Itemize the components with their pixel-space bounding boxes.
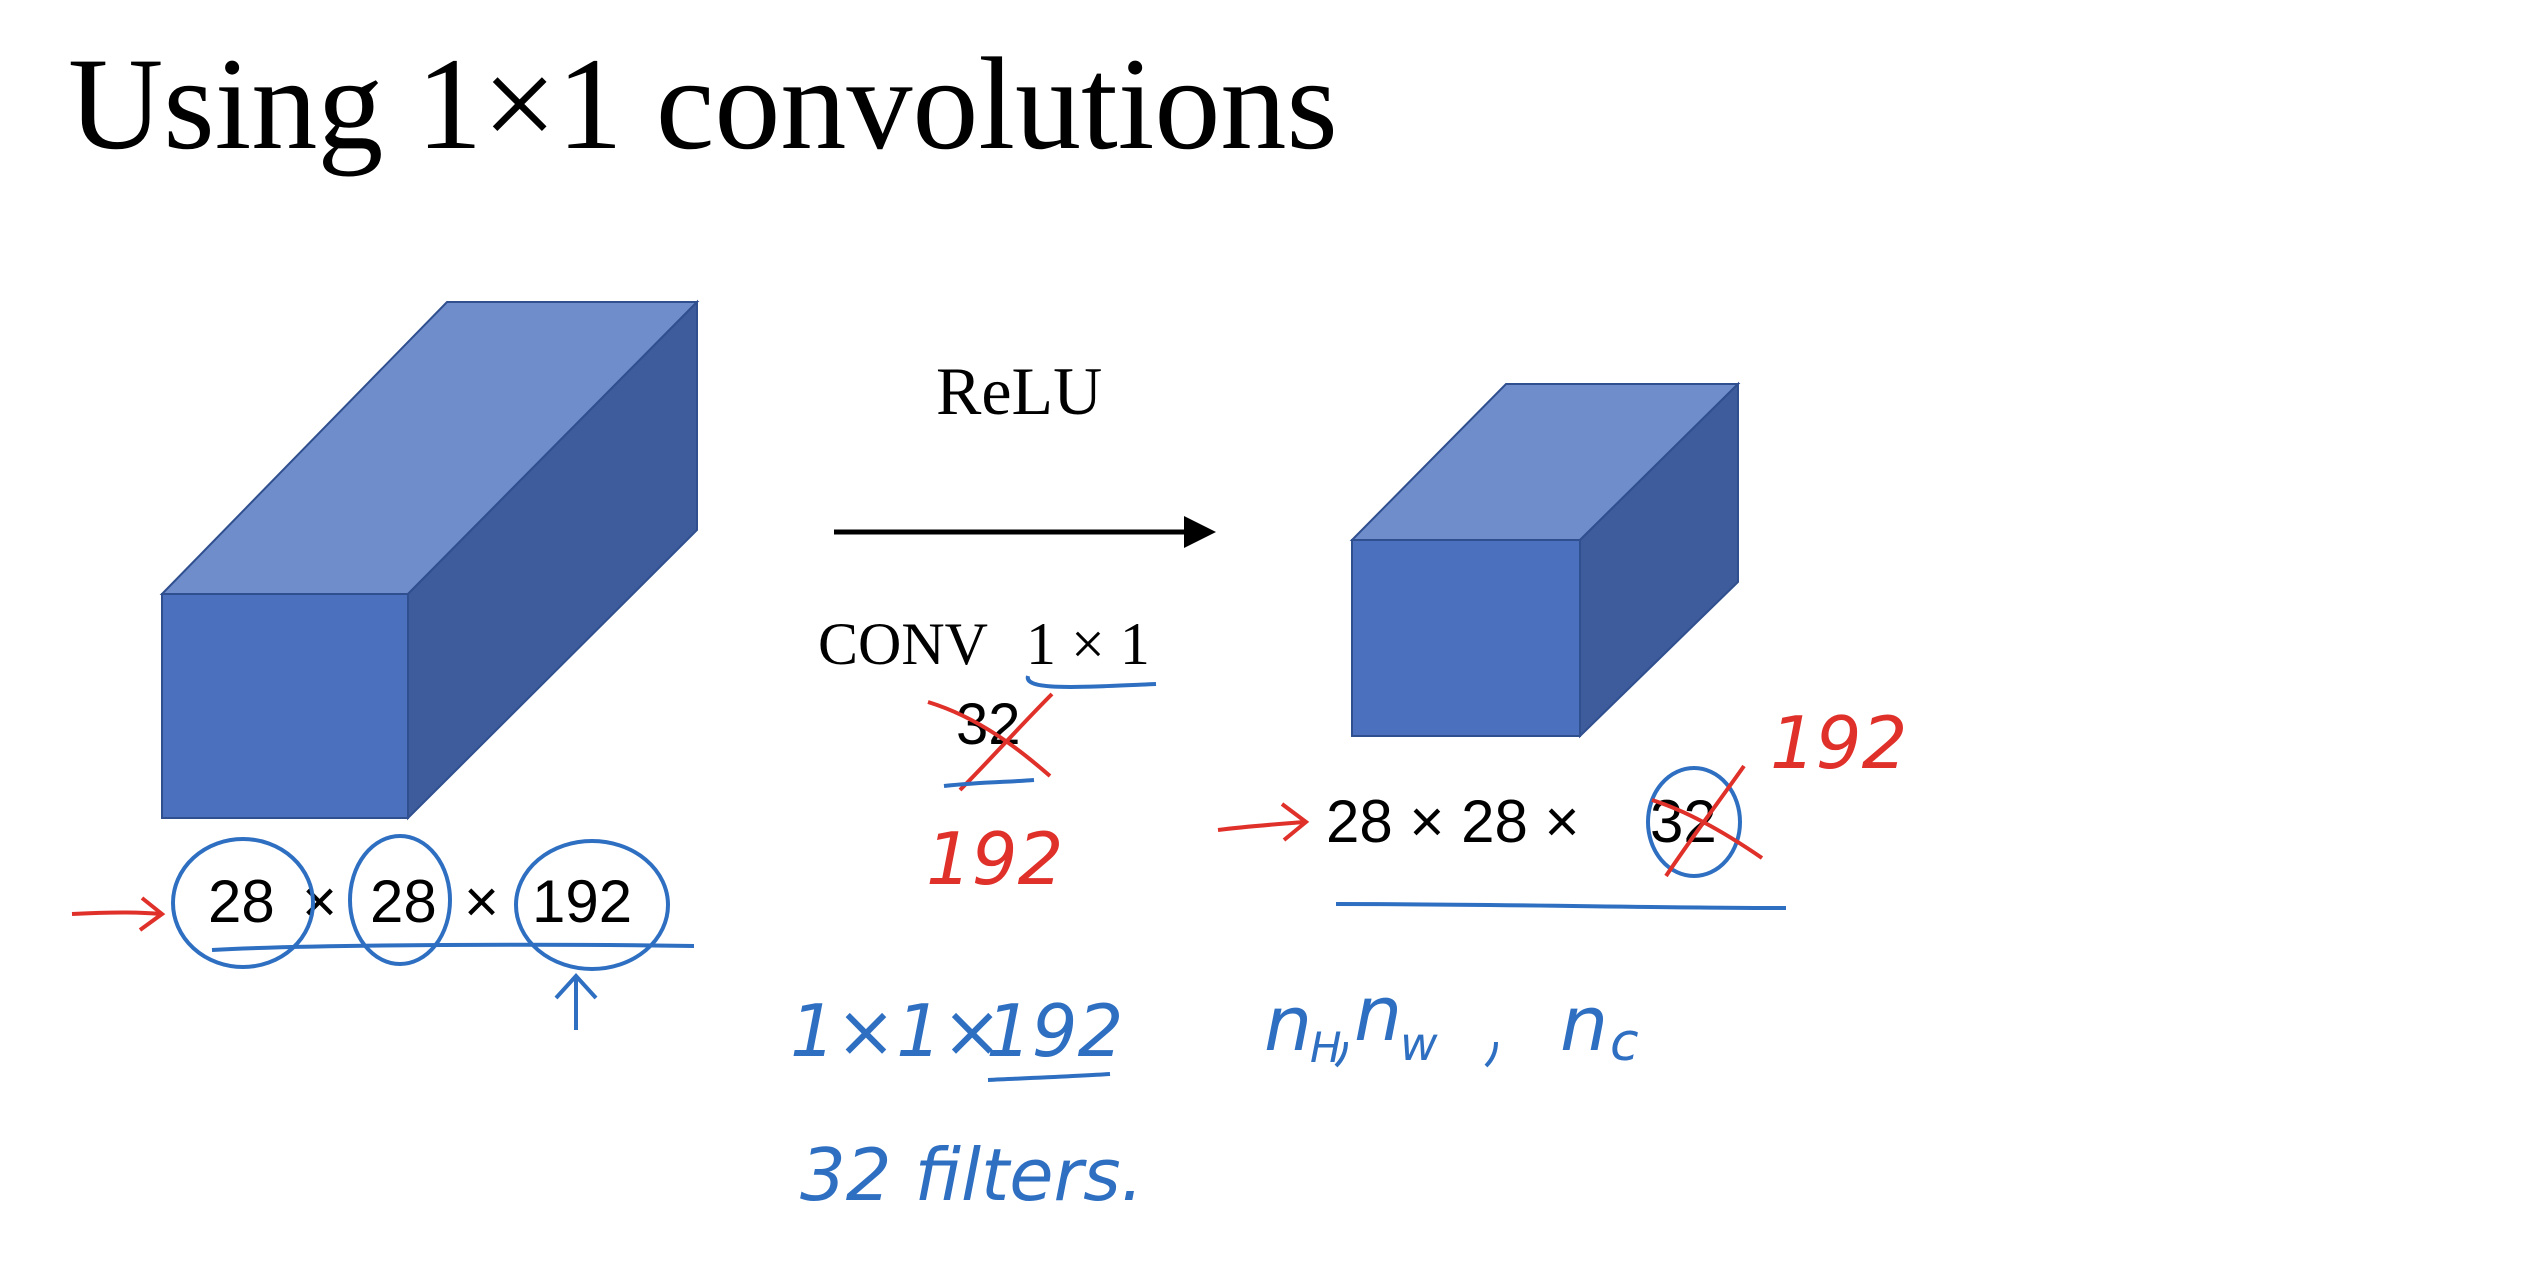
output-dims-prefix: 28 × 28 × bbox=[1326, 788, 1580, 855]
filter-shape-channels: 192 bbox=[986, 989, 1123, 1073]
output-volume-front-face bbox=[1351, 539, 1581, 737]
dims-comma-2 bbox=[1484, 1041, 1498, 1068]
circle-input-width bbox=[348, 834, 452, 966]
up-arrow-channels bbox=[554, 973, 598, 1030]
activation-label: ReLU bbox=[936, 353, 1102, 429]
conv-label: CONV 1 × 1 bbox=[818, 611, 1150, 677]
input-dim-height: 28 bbox=[208, 868, 275, 935]
circle-output-channels bbox=[1646, 766, 1742, 878]
underline-input-label bbox=[211, 942, 695, 952]
input-dim-circles bbox=[171, 834, 695, 1030]
transform-arrow bbox=[834, 516, 1216, 548]
circle-input-height bbox=[171, 837, 315, 969]
slide-title: Using 1×1 convolutions bbox=[68, 30, 1338, 177]
output-channels: 32 bbox=[1650, 788, 1717, 855]
underline-output-label bbox=[1335, 902, 1787, 910]
output-volume-label: 28 × 28 × 32 bbox=[1326, 788, 1717, 855]
input-times-2: × bbox=[464, 868, 499, 935]
output-volume bbox=[1349, 381, 1741, 739]
conv-size: 1 × 1 bbox=[1026, 611, 1150, 677]
filter-shape-prefix: 1×1× bbox=[790, 989, 1002, 1073]
underline-filter-channels bbox=[987, 1072, 1111, 1082]
dims-comma-1 bbox=[1334, 1041, 1348, 1068]
input-volume bbox=[159, 299, 700, 821]
circle-input-channels bbox=[514, 839, 670, 971]
red-192-under-conv: 192 bbox=[926, 817, 1063, 901]
input-volume-label: 28 × 28 × 192 bbox=[208, 868, 632, 935]
underline-32 bbox=[943, 778, 1035, 788]
input-dim-channels: 192 bbox=[532, 868, 632, 935]
dims-note: n H n w n c bbox=[1264, 969, 1639, 1073]
red-arrow-output bbox=[1217, 802, 1310, 842]
underline-conv-size bbox=[1025, 675, 1157, 689]
dims-n-2: n bbox=[1354, 969, 1402, 1058]
conv-text: CONV bbox=[818, 611, 988, 677]
filter-shape-note: 1×1× 192 bbox=[790, 989, 1123, 1073]
input-volume-front-face bbox=[161, 593, 409, 819]
red-cross-output-32 bbox=[1651, 764, 1764, 878]
num-filters-typed: 32 bbox=[956, 692, 1021, 757]
red-arrow-input bbox=[71, 896, 166, 932]
red-cross-32 bbox=[927, 692, 1054, 792]
red-192-output: 192 bbox=[1770, 701, 1907, 785]
filter-count-note: 32 filters. bbox=[800, 1133, 1144, 1217]
dims-n-3: n bbox=[1560, 979, 1608, 1068]
dims-w-subscript: w bbox=[1400, 1017, 1438, 1071]
input-dim-width: 28 bbox=[370, 868, 437, 935]
dims-n-1: n bbox=[1264, 979, 1312, 1068]
dims-c-subscript: c bbox=[1610, 1013, 1639, 1073]
